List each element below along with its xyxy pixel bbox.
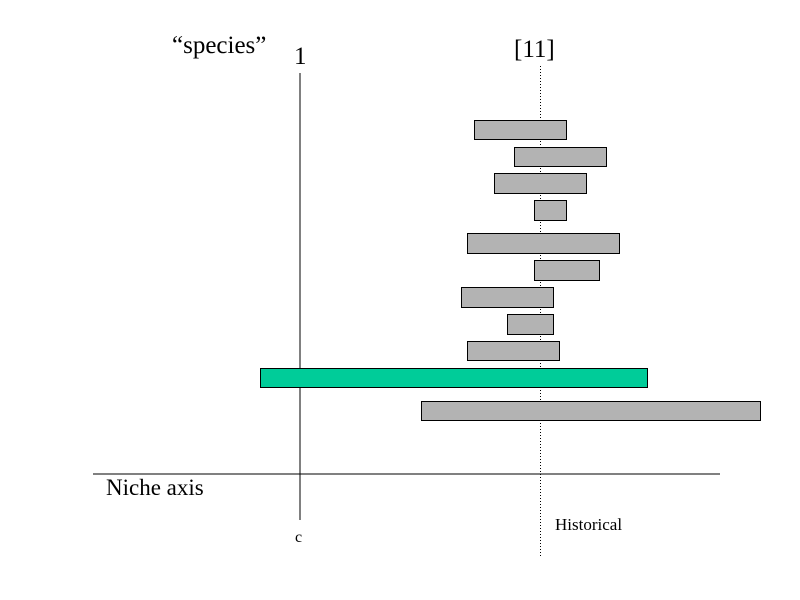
bars-group <box>260 120 761 421</box>
species-niche-bar <box>461 287 554 308</box>
species-niche-bar <box>494 173 587 194</box>
species-niche-bar <box>467 341 560 361</box>
species-niche-bar <box>474 120 567 140</box>
historical-label: Historical <box>555 515 623 534</box>
species-label: “species” <box>172 32 267 59</box>
species-niche-bar <box>534 260 600 281</box>
c-label: c <box>295 529 303 546</box>
species-niche-bar <box>514 147 607 167</box>
axis-one-label: 1 <box>294 43 307 70</box>
axis-eleven-label: [11] <box>514 36 555 63</box>
species-niche-bar <box>507 314 554 335</box>
niche-axis-label: Niche axis <box>106 475 204 500</box>
species-niche-bar <box>534 200 567 221</box>
species-niche-bar <box>421 401 761 421</box>
highlighted-niche-bar <box>260 368 648 388</box>
species-niche-bar <box>467 233 620 254</box>
